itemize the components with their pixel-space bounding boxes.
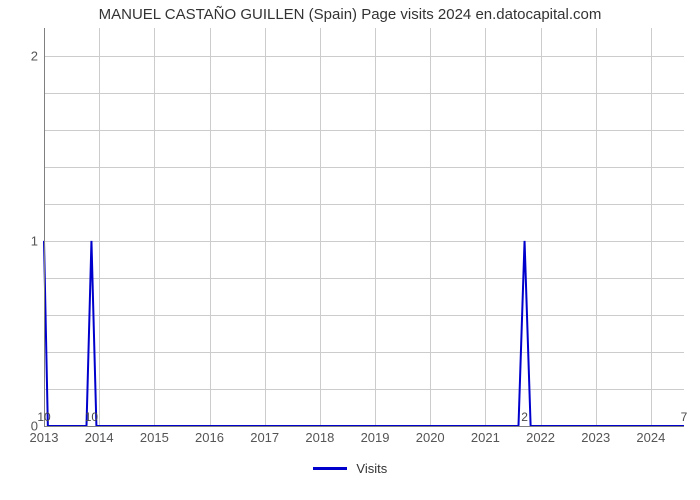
legend: Visits (0, 460, 700, 476)
chart-title: MANUEL CASTAÑO GUILLEN (Spain) Page visi… (0, 6, 700, 23)
bottom-value-label: 10 (85, 410, 98, 424)
legend-swatch (313, 467, 347, 470)
x-tick-label: 2015 (140, 430, 169, 445)
x-tick-label: 2020 (416, 430, 445, 445)
x-tick-label: 2018 (305, 430, 334, 445)
x-tick-label: 2023 (581, 430, 610, 445)
x-tick-label: 2016 (195, 430, 224, 445)
x-tick-label: 2014 (85, 430, 114, 445)
y-tick-label: 1 (31, 233, 38, 248)
x-axis (44, 426, 684, 427)
bottom-value-label: 7 (681, 410, 688, 424)
bottom-value-label: 10 (37, 410, 50, 424)
x-tick-label: 2019 (361, 430, 390, 445)
x-tick-label: 2017 (250, 430, 279, 445)
legend-label: Visits (356, 461, 387, 476)
plot-area: 012 201320142015201620172018201920202021… (44, 28, 684, 426)
visits-line (44, 28, 684, 426)
x-tick-label: 2024 (636, 430, 665, 445)
y-tick-label: 2 (31, 48, 38, 63)
y-axis (44, 28, 45, 426)
x-tick-label: 2022 (526, 430, 555, 445)
x-tick-label: 2013 (30, 430, 59, 445)
bottom-value-label: 2 (521, 410, 528, 424)
x-tick-label: 2021 (471, 430, 500, 445)
